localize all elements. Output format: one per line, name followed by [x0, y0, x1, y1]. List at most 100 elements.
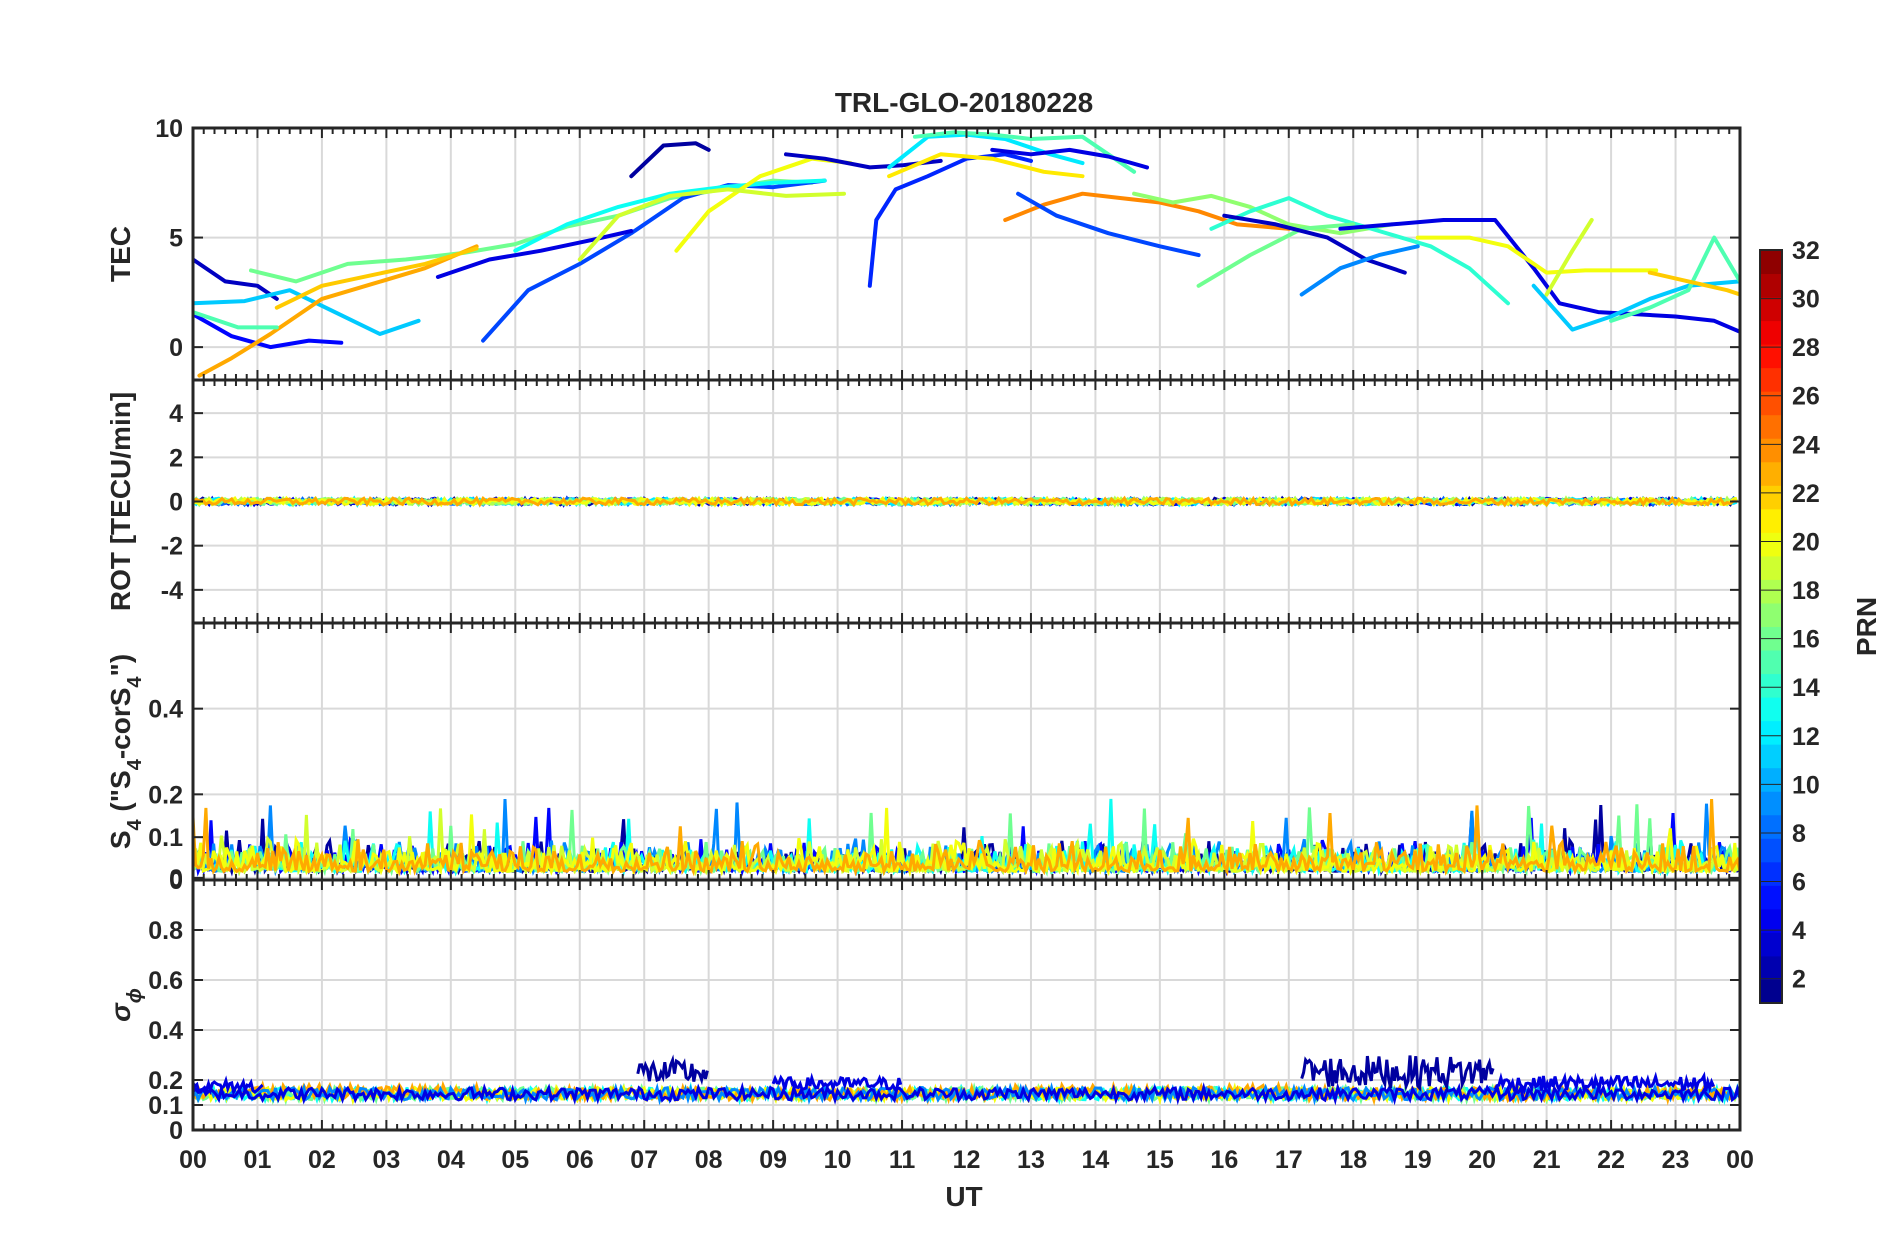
colorbar-swatch [1760, 367, 1782, 392]
y-axis-label-sigma_phi: σϕ [105, 988, 146, 1022]
colorbar-swatch [1760, 955, 1782, 980]
x-axis-label: UT [945, 1181, 982, 1212]
x-tick-label: 02 [308, 1146, 336, 1174]
tec-series-prn-19 [1544, 218, 1594, 297]
x-tick-label: 21 [1533, 1146, 1561, 1174]
y-tick-label: 0.2 [148, 781, 183, 809]
colorbar-tick-label: 30 [1792, 286, 1820, 314]
colorbar-tick-label: 6 [1792, 869, 1806, 897]
colorbar-swatch [1760, 320, 1782, 345]
tec-series-prn-4 [435, 229, 634, 279]
x-tick-label: 07 [630, 1146, 658, 1174]
tec-series-prn-9 [1299, 244, 1420, 297]
colorbar-swatch [1760, 697, 1782, 722]
x-tick-label: 22 [1597, 1146, 1625, 1174]
panel-tec-data [193, 130, 1740, 378]
chart-title: TRL-GLO-20180228 [835, 87, 1093, 118]
y-tick-label: 0 [169, 334, 183, 362]
y-tick-label: 0.1 [148, 824, 183, 852]
x-axis: 00 01 02 03 04 05 06 07 08 09 10 11 12 13 14 15 16 17 18 19… [179, 1146, 1754, 1174]
colorbar-swatch [1760, 273, 1782, 298]
colorbar-tick-label: 10 [1792, 771, 1820, 799]
x-tick-label: 19 [1404, 1146, 1432, 1174]
colorbar-swatch [1760, 767, 1782, 792]
colorbar-tick-label: 16 [1792, 626, 1820, 654]
tec-series-prn-15 [193, 310, 279, 330]
colorbar-label: PRN [1851, 597, 1882, 656]
y-tick-label: 0.4 [148, 696, 183, 724]
x-tick-label: 18 [1339, 1146, 1367, 1174]
colorbar-swatch [1760, 344, 1782, 369]
colorbar-swatch [1760, 814, 1782, 839]
tec-series-prn-4 [1338, 218, 1740, 334]
x-tick-label: 01 [244, 1146, 272, 1174]
tec-series-prn-20 [1415, 235, 1659, 275]
x-tick-label: 17 [1275, 1146, 1303, 1174]
panel-s4: 000.10.20.4S4 ("S4-corS4") [105, 621, 1742, 895]
tec-series-prn-23 [197, 244, 479, 378]
tec-series-prn-22 [274, 246, 479, 310]
tec-series-prn-6 [867, 152, 1033, 288]
tec-series-prn-4 [990, 147, 1149, 170]
y-tick-label: 2 [169, 444, 183, 472]
colorbar-tick-label: 26 [1792, 383, 1820, 411]
tec-series-prn-3 [1222, 213, 1407, 275]
colorbar-tick-label: 28 [1792, 334, 1820, 362]
y-tick-label: 0.6 [148, 967, 183, 995]
y-tick-label: 0.4 [148, 1017, 183, 1045]
tec-series-prn-15 [1609, 235, 1740, 323]
x-tick-label: 13 [1017, 1146, 1045, 1174]
colorbar-swatch [1760, 908, 1782, 933]
colorbar-tick-label: 20 [1792, 528, 1820, 556]
x-tick-label: 20 [1468, 1146, 1496, 1174]
y-tick-label: 0 [169, 867, 183, 895]
x-tick-label: 11 [889, 1146, 916, 1174]
colorbar-swatch [1760, 720, 1782, 745]
x-tick-label: 15 [1146, 1146, 1174, 1174]
x-tick-label: 12 [953, 1146, 981, 1174]
colorbar-swatch [1760, 297, 1782, 322]
tec-series-prn-5 [193, 312, 344, 350]
colorbar-swatch [1760, 838, 1782, 863]
sigma-elevated-segment [1493, 1071, 1715, 1095]
panel-tec: 0 5 10 TEC [105, 115, 1742, 382]
colorbar-swatch [1760, 414, 1782, 439]
tec-series-prn-22 [1647, 270, 1740, 297]
colorbar-swatch [1760, 932, 1782, 957]
tec-series-prn-12 [887, 132, 1085, 170]
x-tick-label: 16 [1210, 1146, 1238, 1174]
colorbar-tick-label: 2 [1792, 966, 1806, 994]
colorbar-swatch [1760, 579, 1782, 604]
y-tick-label: 0 [169, 1117, 183, 1145]
colorbar-swatch [1760, 461, 1782, 486]
colorbar-swatch [1760, 250, 1782, 275]
colorbar-swatch [1760, 602, 1782, 627]
rot-series-prn-23 [193, 495, 1737, 508]
y-tick-label: 10 [155, 115, 183, 143]
y-tick-label: 0 [169, 489, 183, 517]
tec-series-prn-3 [193, 257, 279, 301]
colorbar-tick-label: 32 [1792, 237, 1820, 265]
sigma-elevated-segment [193, 1075, 264, 1097]
colorbar-swatch [1760, 438, 1782, 463]
colorbar-swatch [1760, 885, 1782, 910]
colorbar-swatch [1760, 744, 1782, 769]
panel-rot-data [193, 495, 1739, 508]
y-axis-label-s4: S4 ("S4-corS4") [105, 654, 146, 849]
y-tick-label: 0.8 [148, 917, 183, 945]
y-tick-label: -2 [161, 533, 183, 561]
colorbar-tick-label: 8 [1792, 820, 1806, 848]
tec-series-prn-17 [1132, 191, 1394, 236]
x-tick-label: 05 [501, 1146, 529, 1174]
colorbar-swatch [1760, 861, 1782, 886]
colorbar-tick-label: 22 [1792, 480, 1820, 508]
x-tick-label: 04 [437, 1146, 465, 1174]
sigma-elevated-segment [771, 1072, 903, 1093]
sigma-elevated-segment [1300, 1055, 1495, 1093]
x-tick-label: 00 [179, 1146, 207, 1174]
x-tick-label: 00 [1726, 1146, 1754, 1174]
colorbar-tick-label: 12 [1792, 723, 1820, 751]
tec-series-prn-15 [912, 130, 1137, 174]
